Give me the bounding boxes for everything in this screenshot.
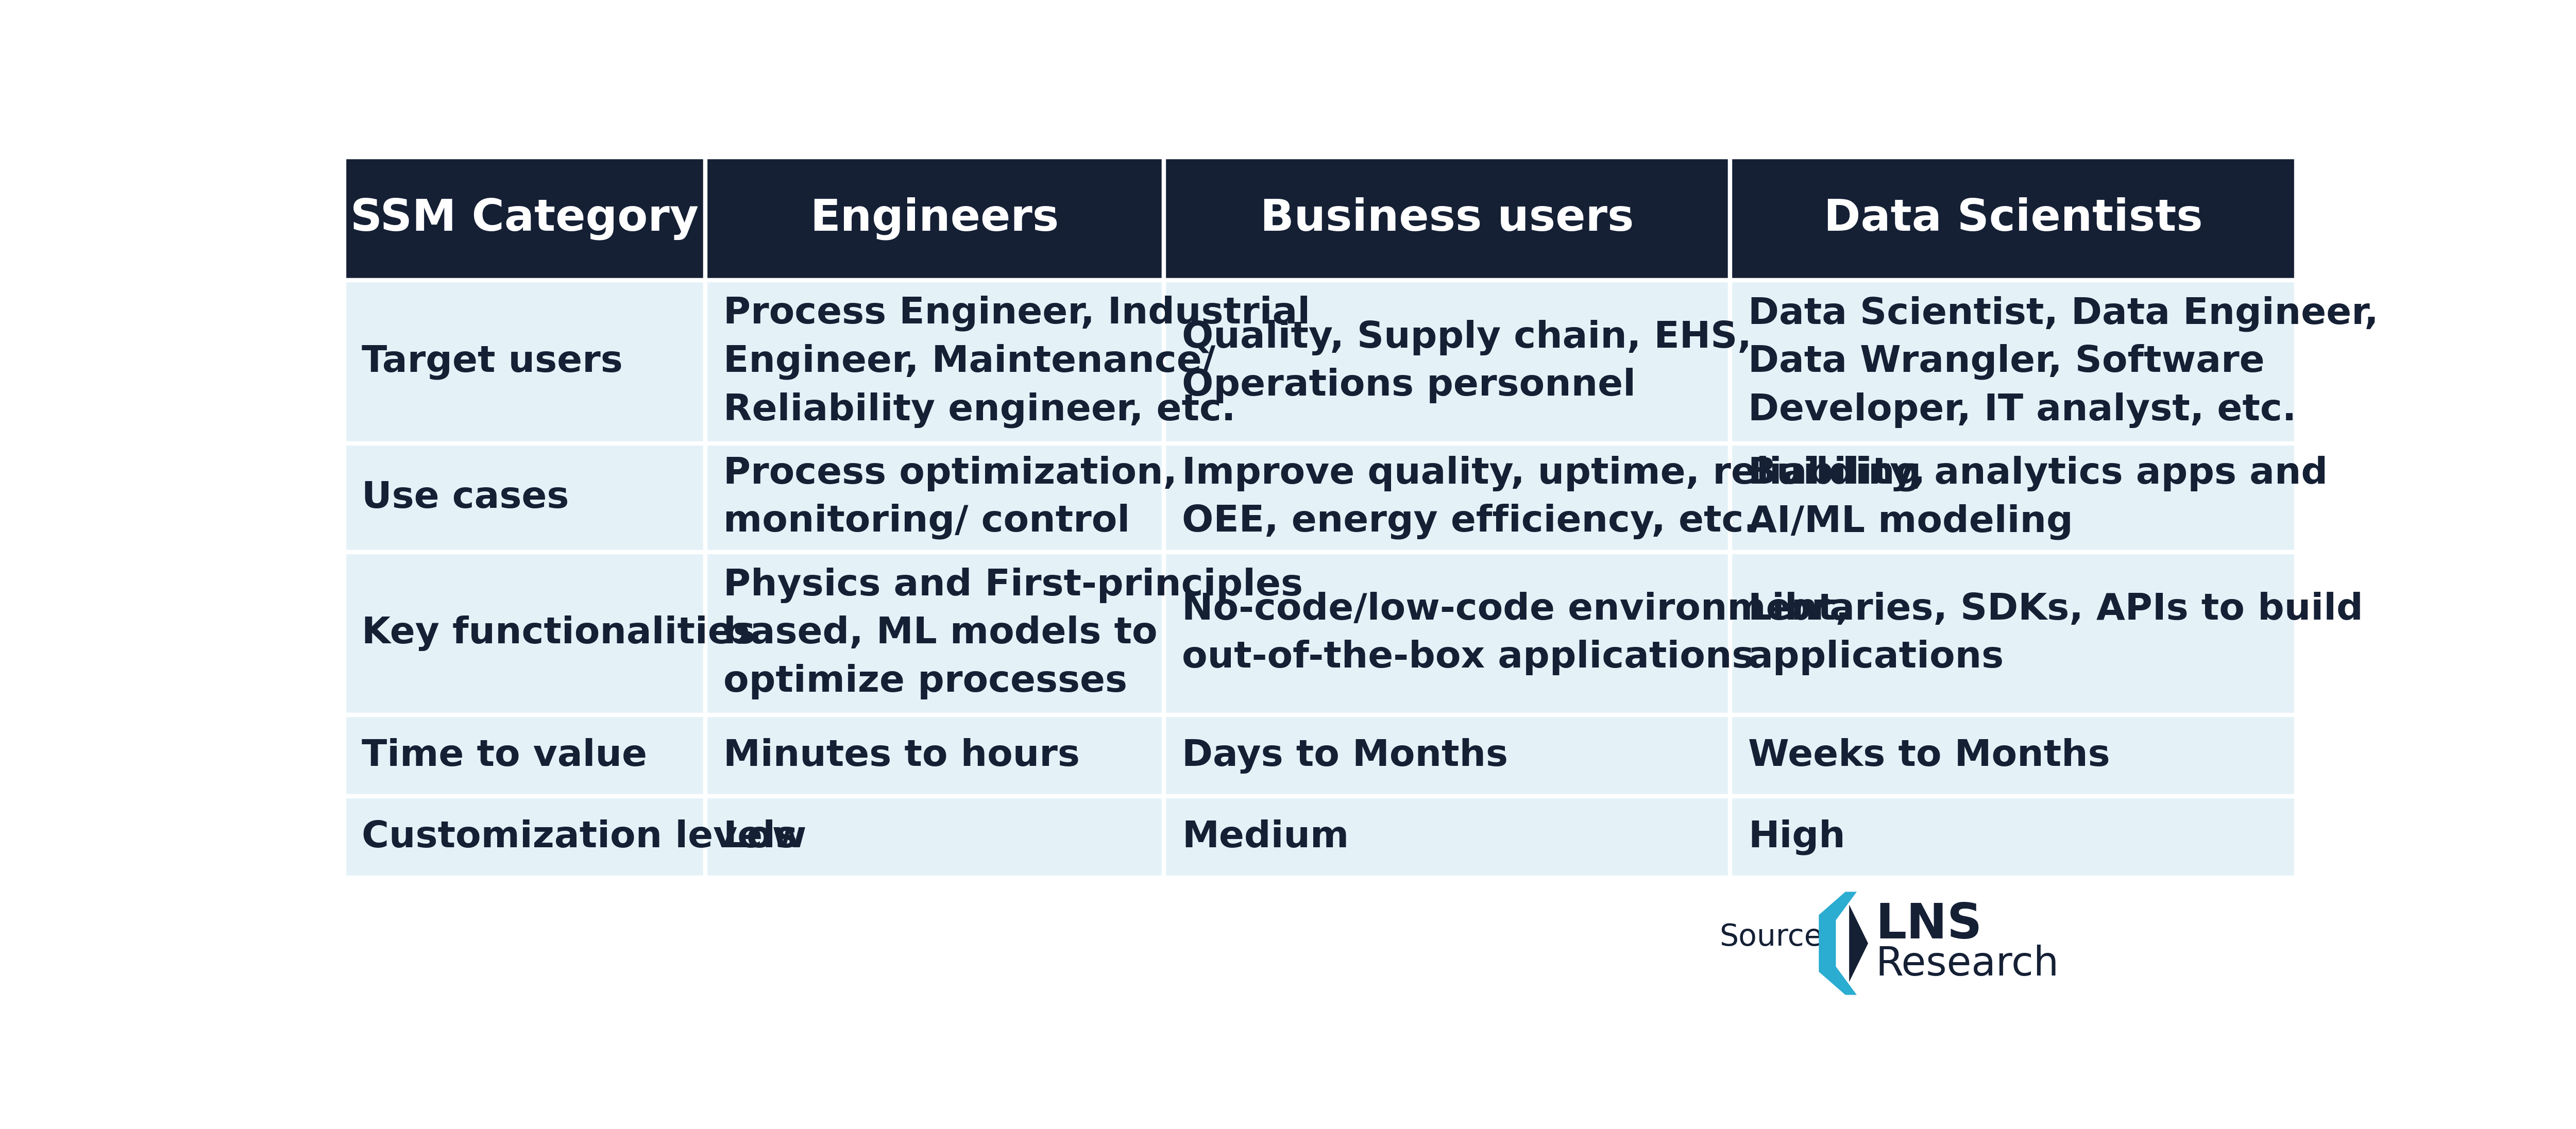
Text: Libraries, SDKs, APIs to build
applications: Libraries, SDKs, APIs to build applicati… <box>1749 592 2362 675</box>
Text: Business users: Business users <box>1260 198 1633 240</box>
Bar <box>1731 157 2295 280</box>
Bar <box>345 715 706 796</box>
Text: Low: Low <box>724 820 806 855</box>
Text: Engineers: Engineers <box>809 198 1059 240</box>
Bar <box>345 796 706 878</box>
Bar <box>1731 280 2295 444</box>
Bar <box>1731 444 2295 552</box>
Bar <box>345 157 706 280</box>
Bar <box>1731 552 2295 715</box>
Text: High: High <box>1749 820 1844 855</box>
Bar <box>706 715 1164 796</box>
Polygon shape <box>1819 892 1857 995</box>
Bar <box>345 444 706 552</box>
Text: Weeks to Months: Weeks to Months <box>1749 738 2110 773</box>
Text: Target users: Target users <box>361 344 623 379</box>
Bar <box>1164 157 1731 280</box>
Text: Improve quality, uptime, reliability,
OEE, energy efficiency, etc.: Improve quality, uptime, reliability, OE… <box>1182 456 1924 540</box>
Bar <box>1164 552 1731 715</box>
Bar <box>706 796 1164 878</box>
Text: Customization levels: Customization levels <box>361 820 799 855</box>
Text: Data Scientists: Data Scientists <box>1824 198 2202 240</box>
Text: Time to value: Time to value <box>361 738 647 773</box>
Text: Source:: Source: <box>1721 922 1834 952</box>
Text: SSM Category: SSM Category <box>350 198 698 240</box>
Bar <box>1164 444 1731 552</box>
Text: Minutes to hours: Minutes to hours <box>724 738 1079 773</box>
Bar <box>1731 715 2295 796</box>
Polygon shape <box>1850 904 1868 982</box>
Bar <box>706 552 1164 715</box>
Bar <box>345 552 706 715</box>
Bar <box>706 280 1164 444</box>
Text: Use cases: Use cases <box>361 480 569 515</box>
Text: Research: Research <box>1875 944 2058 983</box>
Bar <box>706 157 1164 280</box>
Text: Days to Months: Days to Months <box>1182 738 1507 773</box>
Text: Medium: Medium <box>1182 820 1350 855</box>
Bar <box>345 280 706 444</box>
Bar <box>1164 280 1731 444</box>
Text: Key functionalities: Key functionalities <box>361 615 755 651</box>
Text: Process optimization,
monitoring/ control: Process optimization, monitoring/ contro… <box>724 456 1177 540</box>
Text: Physics and First-principles
based, ML models to
optimize processes: Physics and First-principles based, ML m… <box>724 568 1303 699</box>
Bar <box>1164 796 1731 878</box>
Text: Building analytics apps and
AI/ML modeling: Building analytics apps and AI/ML modeli… <box>1749 455 2329 540</box>
Text: Quality, Supply chain, EHS,
Operations personnel: Quality, Supply chain, EHS, Operations p… <box>1182 320 1752 403</box>
Bar <box>1731 796 2295 878</box>
Bar <box>706 444 1164 552</box>
Text: Data Scientist, Data Engineer,
Data Wrangler, Software
Developer, IT analyst, et: Data Scientist, Data Engineer, Data Wran… <box>1749 296 2378 428</box>
Text: LNS: LNS <box>1875 902 1984 949</box>
Text: No-code/low-code environment,
out-of-the-box applications: No-code/low-code environment, out-of-the… <box>1182 592 1850 675</box>
Bar <box>1164 715 1731 796</box>
Text: Process Engineer, Industrial
Engineer, Maintenance/
Reliability engineer, etc.: Process Engineer, Industrial Engineer, M… <box>724 296 1311 428</box>
